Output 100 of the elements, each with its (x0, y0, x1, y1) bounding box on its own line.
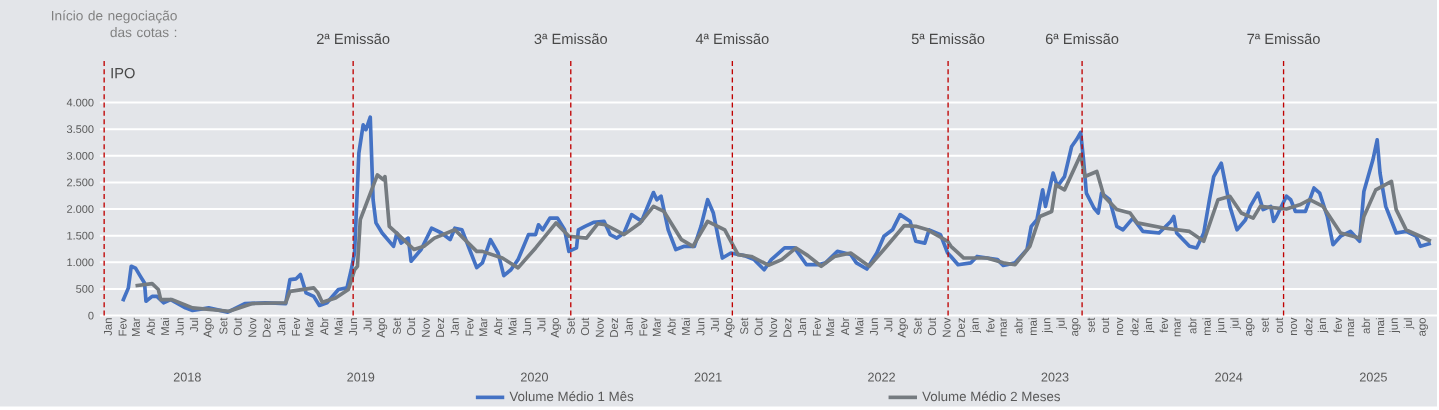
text: 2018 (173, 372, 201, 382)
x-tick-label: Nov (942, 317, 951, 337)
x-tick-label: mar (1000, 317, 1007, 337)
x-tick-label: Jan (103, 318, 112, 336)
text: 2025 (1359, 372, 1387, 382)
x-tick-label: Abr (320, 317, 329, 336)
y-tick-label: 3.000 (66, 151, 94, 160)
x-tick-label: Jul (537, 318, 546, 332)
x-tick-label: ago (1419, 317, 1428, 336)
x-tick-label: Dez (610, 318, 618, 337)
x-tick-label: set (1261, 317, 1269, 333)
y-tick-label: 2.000 (67, 205, 94, 213)
x-tick-label: Dez (783, 318, 792, 337)
x-tick-label: Out (407, 317, 416, 336)
x-tick-label: abr (1361, 317, 1370, 334)
x-tick-label: Set (740, 317, 749, 334)
x-tick-label: Fev (465, 317, 474, 336)
x-tick-label: Abr (493, 317, 503, 336)
text: 2024 (1215, 372, 1243, 382)
x-tick-label: mai (1028, 318, 1037, 335)
x-tick-label: Jan (450, 318, 459, 336)
x-tick-label: abr (1014, 317, 1023, 334)
x-tick-label: Abr (667, 317, 676, 336)
text: 2019 (347, 372, 375, 382)
x-tick-label: jan (1143, 318, 1155, 333)
x-tick-label: jun (1216, 318, 1227, 333)
ref-line-label: 6ª Emissão (1045, 33, 1119, 44)
y-tick-label: 3.500 (66, 125, 94, 133)
x-tick-label: out (1275, 317, 1283, 333)
text: 2023 (1041, 372, 1069, 382)
x-tick-label: jan (970, 318, 981, 333)
x-tick-label: Jan (277, 318, 286, 336)
x-tick-label: mai (1202, 318, 1211, 335)
x-tick-label: Out (754, 317, 763, 336)
x-tick-label: Jun (349, 318, 358, 336)
y-tick-label: 4.000 (66, 98, 94, 107)
x-tick-label: Mai (160, 318, 170, 335)
x-tick-label: Jun (696, 318, 705, 336)
x-tick-label: mar (1174, 317, 1181, 337)
x-tick-label: Mai (681, 318, 690, 335)
x-tick-label: Jan (624, 318, 633, 336)
x-tick-label: Dez (262, 318, 271, 337)
y-tick-label: 1.500 (67, 231, 94, 240)
x-tick-label: Jul (189, 318, 199, 332)
x-tick-label: jul (1230, 318, 1241, 330)
y-tick-label: 1.000 (67, 258, 94, 267)
ref-line-label: 5ª Emissão (911, 33, 985, 44)
y-tick-label: 2.500 (67, 178, 94, 187)
x-tick-label: Dez (436, 318, 445, 337)
x-tick-label: Abr (840, 317, 850, 336)
x-tick-label: jul (1056, 318, 1067, 330)
ref-line-label: 2ª Emissão (316, 33, 390, 44)
x-tick-label: Fev (812, 317, 821, 336)
x-tick-label: Jul (363, 318, 372, 332)
x-tick-label: nov (1290, 317, 1298, 335)
x-tick-label: Mar (305, 317, 314, 337)
x-tick-label: Nov (595, 317, 604, 337)
x-tick-label: jan (1317, 318, 1329, 333)
x-tick-label: Mai (855, 318, 864, 335)
x-tick-label: Set (219, 317, 228, 334)
x-tick-label: fev (1333, 317, 1342, 333)
x-tick-label: Fev (118, 317, 127, 336)
x-tick-label: Mar (826, 317, 835, 337)
x-tick-label: Jun (175, 318, 184, 336)
x-tick-label: Jan (798, 318, 807, 336)
x-tick-label: Ago (724, 317, 735, 338)
x-tick-label: jun (1042, 318, 1053, 333)
x-tick-label: ago (1246, 317, 1255, 336)
text: Início de negociação das cotas : (51, 10, 177, 38)
text: 2020 (520, 372, 549, 382)
x-tick-label: Set (913, 317, 922, 334)
x-tick-label: nov (1116, 317, 1124, 335)
x-tick-label: Mar (132, 317, 140, 337)
x-tick-label: Mai (334, 318, 343, 335)
x-tick-label: Jun (869, 318, 878, 336)
text: 2022 (868, 372, 895, 382)
ref-line-label: IPO (111, 67, 135, 79)
x-tick-label: Set (392, 317, 401, 334)
legend-label: Volume Médio 2 Meses (922, 391, 1061, 402)
x-tick-label: abr (1188, 317, 1197, 334)
x-tick-label: Jun (523, 318, 532, 336)
x-tick-label: Fev (639, 317, 648, 336)
x-tick-label: set (1087, 317, 1095, 333)
x-tick-label: Out (233, 317, 242, 336)
legend-label: Volume Médio 1 Mês (509, 391, 634, 402)
x-tick-label: ago (1072, 317, 1081, 336)
x-tick-label: mai (1375, 318, 1385, 335)
x-tick-label: Ago (377, 317, 388, 338)
x-tick-label: Dez (956, 318, 965, 337)
x-tick-label: dez (1130, 318, 1139, 336)
x-tick-label: Ago (897, 317, 909, 338)
x-tick-label: dez (1304, 318, 1313, 336)
x-tick-label: Mar (652, 317, 661, 337)
y-tick-label: 0 (88, 311, 94, 320)
x-tick-label: Jul (884, 318, 893, 332)
x-tick-label: mar (1347, 317, 1355, 337)
x-tick-label: out (1101, 317, 1110, 333)
x-tick-label: Nov (421, 317, 430, 337)
ref-line-label: 3ª Emissão (534, 33, 608, 44)
x-tick-label: Fev (292, 317, 301, 336)
